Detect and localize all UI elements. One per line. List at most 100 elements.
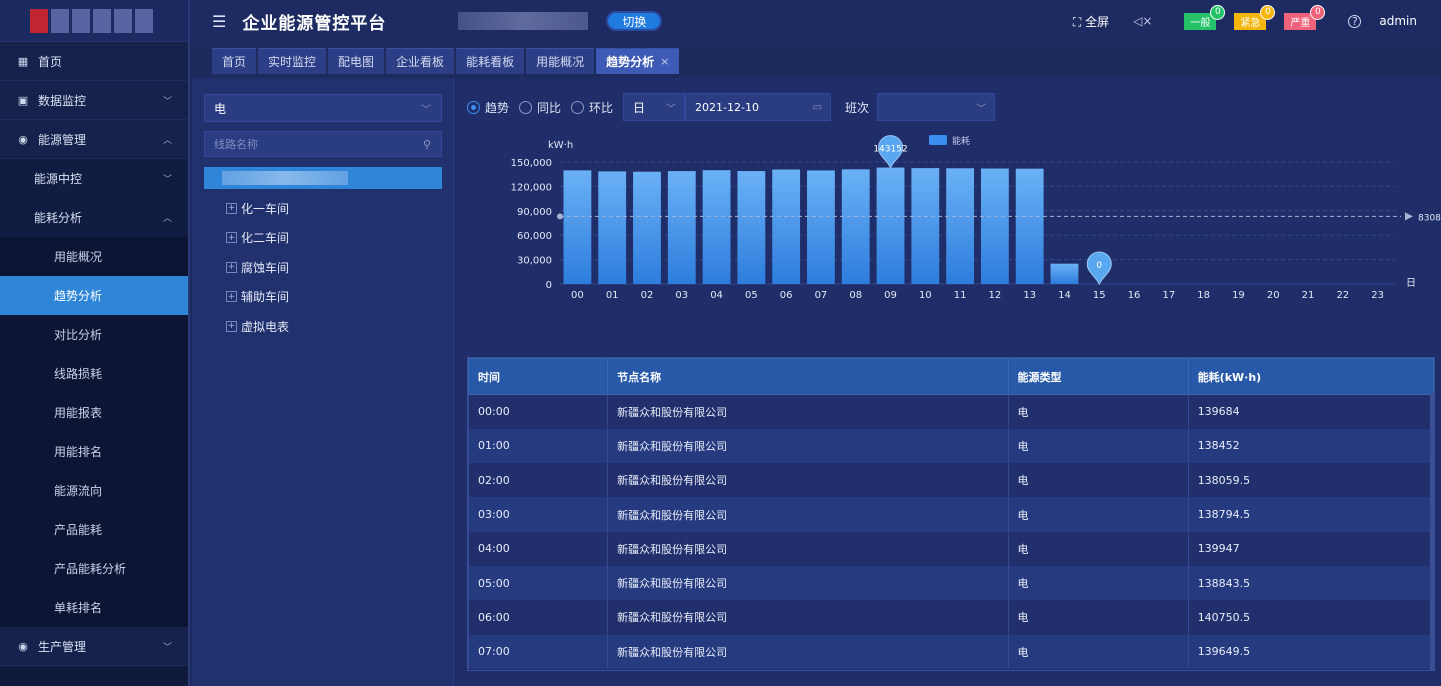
- tab-label: 能耗看板: [466, 55, 515, 69]
- sidebar-item[interactable]: 能耗分析 ︿: [0, 198, 188, 237]
- bar: [737, 171, 766, 284]
- tab[interactable]: 首页: [212, 48, 257, 74]
- table-row[interactable]: 05:00 新疆众和股份有限公司电 138843.5: [467, 565, 1435, 601]
- tree-root-node[interactable]: [204, 167, 442, 189]
- tab-label: 趋势分析: [606, 55, 655, 69]
- sidebar-item[interactable]: ◉ 能源管理 ︿: [0, 120, 188, 159]
- sidebar-item-label: 对比分析: [54, 328, 103, 342]
- tab[interactable]: 趋势分析 ×: [596, 48, 680, 74]
- sidebar-item[interactable]: ▣ 数据监控 ﹀: [0, 81, 188, 120]
- tree-node-label: 化二车间: [241, 231, 290, 245]
- sidebar-item-label: 趋势分析: [54, 289, 103, 303]
- x-tick-label: 03: [675, 290, 688, 301]
- menu-fold-icon[interactable]: ☰: [212, 11, 227, 31]
- radio-option[interactable]: 环比: [571, 99, 613, 116]
- logo: [0, 0, 188, 42]
- radio-option[interactable]: 同比: [519, 99, 561, 116]
- date-picker[interactable]: 2021-12-10 ▭: [685, 93, 832, 121]
- line-search-input[interactable]: 线路名称 ⚲: [204, 131, 442, 157]
- table-row[interactable]: 04:00 新疆众和股份有限公司电 139947: [467, 531, 1435, 566]
- tree-node[interactable]: + 虚拟电表: [226, 316, 289, 336]
- bar: [980, 168, 1009, 284]
- user-name[interactable]: admin: [1379, 14, 1417, 28]
- alarm-normal-badge[interactable]: 一般 0: [1184, 4, 1226, 30]
- tab[interactable]: 配电图: [328, 48, 385, 74]
- tree-node[interactable]: + 腐蚀车间: [226, 257, 289, 277]
- table-row[interactable]: 02:00 新疆众和股份有限公司电 138059.5: [467, 463, 1435, 498]
- table-cell: 06:00: [467, 600, 609, 635]
- sidebar-item[interactable]: 线路损耗: [0, 354, 188, 393]
- switch-button[interactable]: 切换: [606, 11, 663, 31]
- sidebar-item[interactable]: 用能排名: [0, 432, 188, 471]
- sidebar-item-label: 用能概况: [54, 250, 103, 264]
- sidebar-item-label: 用能排名: [54, 445, 103, 459]
- tab[interactable]: 企业看板: [386, 48, 455, 74]
- bar: [667, 171, 696, 284]
- tab[interactable]: 实时监控: [258, 48, 327, 74]
- radio-option[interactable]: 趋势: [467, 99, 509, 116]
- chevron-up-icon: ︿: [162, 135, 172, 146]
- trend-chart: 0 30,000 60,000 90,000 120,000 150,000 kW·h 能耗 0…: [467, 128, 1441, 308]
- sidebar-item-label: 单耗排名: [54, 601, 103, 615]
- y-axis-label: kW·h: [548, 140, 573, 151]
- tab[interactable]: 用能概况: [526, 48, 595, 74]
- x-tick-label: 05: [745, 290, 758, 301]
- sidebar-item[interactable]: 单耗排名: [0, 588, 188, 627]
- shift-select[interactable]: ﹀: [877, 93, 996, 121]
- energy-type-select[interactable]: 电 ﹀: [204, 94, 442, 122]
- sidebar-item[interactable]: 趋势分析: [0, 276, 188, 315]
- sidebar-item[interactable]: 能源中控 ﹀: [0, 159, 188, 198]
- tab[interactable]: 能耗看板: [456, 48, 525, 74]
- expand-icon[interactable]: +: [226, 261, 237, 273]
- table-row[interactable]: 01:00 新疆众和股份有限公司电 138452: [467, 428, 1435, 464]
- sidebar-item-label: 产品能耗分析: [54, 562, 127, 576]
- radio-circle[interactable]: [571, 100, 585, 114]
- expand-icon[interactable]: +: [226, 202, 237, 214]
- sidebar-item[interactable]: 对比分析: [0, 315, 188, 354]
- fullscreen-button[interactable]: ⛶ 全屏: [1072, 14, 1110, 29]
- tree-node[interactable]: + 化二车间: [226, 228, 289, 248]
- tree-node[interactable]: + 化一车间: [226, 198, 289, 218]
- alarm-severe-badge[interactable]: 严重 0: [1284, 4, 1326, 30]
- bar: [946, 168, 975, 284]
- sidebar-item[interactable]: 用能报表: [0, 393, 188, 432]
- table-row[interactable]: 00:00 新疆众和股份有限公司电 139684: [467, 394, 1435, 429]
- expand-icon[interactable]: +: [226, 320, 237, 332]
- x-tick-label: 00: [571, 290, 584, 301]
- alarm-urgent-badge[interactable]: 紧急 0: [1234, 4, 1276, 30]
- help-icon[interactable]: ?: [1348, 14, 1362, 28]
- sidebar-item[interactable]: 产品能耗: [0, 510, 188, 549]
- radio-label: 同比: [537, 100, 562, 115]
- max-marker-pin: [878, 135, 904, 169]
- trend-chart-svg: 0 30,000 60,000 90,000 120,000 150,000 kW·h 能耗 0…: [511, 135, 1441, 301]
- sidebar-item[interactable]: 用能概况: [0, 237, 188, 276]
- close-icon[interactable]: ×: [660, 55, 670, 68]
- table-cell: 电: [1007, 634, 1189, 669]
- mute-icon[interactable]: ◁×: [1133, 14, 1153, 28]
- sidebar-item[interactable]: ▦ 首页: [0, 42, 188, 81]
- chevron-down-icon: ﹀: [162, 96, 172, 107]
- tab-label: 企业看板: [396, 55, 445, 69]
- expand-icon[interactable]: +: [226, 232, 237, 243]
- column-header: 时间: [467, 358, 609, 395]
- period-select[interactable]: 日 ﹀: [623, 93, 686, 121]
- table-row[interactable]: 07:00 新疆众和股份有限公司电 139649.5: [467, 634, 1435, 669]
- table-cell: 电: [1007, 531, 1189, 566]
- table-row[interactable]: 06:00 新疆众和股份有限公司电 140750.5: [467, 600, 1435, 635]
- search-icon: ⚲: [422, 137, 431, 151]
- x-tick-label: 10: [919, 290, 932, 301]
- radio-circle[interactable]: [519, 100, 533, 114]
- chevron-down-icon: ﹀: [421, 104, 431, 116]
- tree-node[interactable]: + 辅助车间: [226, 287, 289, 307]
- table-row[interactable]: 03:00 新疆众和股份有限公司电 138794.5: [467, 497, 1435, 532]
- bar: [876, 167, 905, 284]
- radio-circle[interactable]: [467, 100, 480, 114]
- sidebar-item-label: 能耗分析: [34, 211, 83, 225]
- y-tick-label: 120,000: [511, 182, 552, 193]
- table-cell: 138843.5: [1187, 565, 1435, 601]
- sidebar-item[interactable]: 产品能耗分析: [0, 549, 188, 588]
- sidebar-item[interactable]: ◉ 生产管理 ﹀: [0, 627, 188, 666]
- expand-icon[interactable]: +: [226, 291, 237, 302]
- sidebar-item[interactable]: 能源流向: [0, 471, 188, 510]
- table-scrollbar[interactable]: [1430, 394, 1434, 670]
